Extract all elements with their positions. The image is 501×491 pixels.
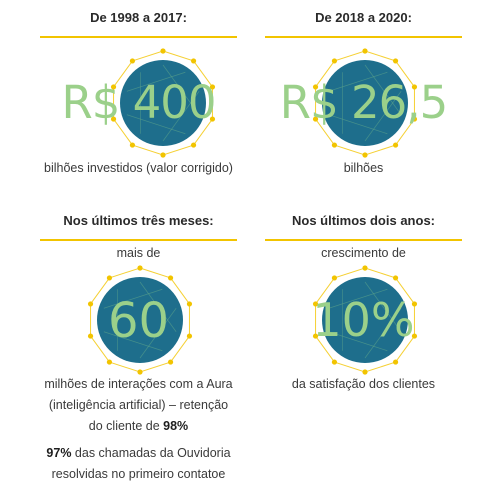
- extra-text: das chamadas da Ouvidoria: [71, 446, 231, 460]
- badge-dot: [190, 142, 197, 148]
- badge-dot: [392, 275, 399, 281]
- stat-badge-400: [108, 48, 218, 158]
- stat-value: R$ 400: [61, 76, 216, 129]
- stat-caption: bilhões: [343, 161, 384, 175]
- badge-network-line: [126, 114, 186, 135]
- badge-dot: [87, 301, 94, 307]
- stat-extra: 97% das chamadas da Ouvidoria resolvidas…: [25, 443, 252, 485]
- badge-dot: [392, 58, 399, 64]
- badge-disc: [97, 277, 183, 363]
- heading-divider: [40, 36, 237, 38]
- badge-network-line: [103, 288, 163, 309]
- stat-value: 60: [107, 293, 170, 349]
- stat-panel-dois-anos: Nos últimos dois anos:: [265, 213, 462, 241]
- stat-heading: Nos últimos três meses:: [63, 213, 214, 228]
- stat-badge-60: [85, 265, 195, 375]
- retention-percent: 98%: [163, 419, 189, 433]
- caption-line: (inteligência artificial) – retenção: [48, 398, 229, 412]
- stat-prefix: crescimento de: [321, 246, 406, 260]
- badge-dot: [186, 301, 193, 307]
- badge-dot: [411, 301, 418, 307]
- badge-dot: [331, 142, 338, 148]
- badge-dot: [106, 275, 113, 281]
- extra-line: resolvidas no primeiro contatoe: [51, 467, 226, 481]
- stat-heading: De 2018 a 2020:: [315, 10, 412, 25]
- stat-panel-2018-2020: De 2018 a 2020:: [265, 10, 462, 38]
- badge-network-line: [364, 91, 402, 142]
- badge-dot: [87, 333, 94, 339]
- heading-divider: [265, 36, 462, 38]
- badge-dot: [129, 142, 136, 148]
- stat-caption: da satisfação dos clientes: [291, 377, 436, 391]
- badge-network-line: [364, 64, 402, 115]
- stat-value: R$ 26,5: [279, 76, 448, 129]
- stat-badge-10-percent: [310, 265, 420, 375]
- badge-dot: [106, 359, 113, 365]
- stat-panel-tres-meses: Nos últimos três meses:: [40, 213, 237, 241]
- badge-network-line: [364, 281, 402, 332]
- badge-network-line: [126, 71, 186, 92]
- badge-dot: [411, 333, 418, 339]
- caption-text: do cliente de: [88, 419, 164, 433]
- badge-dot: [209, 116, 216, 122]
- badge-dot: [312, 301, 319, 307]
- badge-network-line: [328, 114, 388, 135]
- badge-network-line: [162, 91, 200, 142]
- badge-network-line: [328, 71, 388, 92]
- badge-dot: [392, 142, 399, 148]
- badge-network-line: [328, 331, 388, 352]
- badge-dot: [362, 265, 368, 271]
- heading-divider: [40, 239, 237, 241]
- badge-dot: [186, 333, 193, 339]
- badge-dot: [137, 265, 143, 271]
- stat-prefix: mais de: [116, 246, 161, 260]
- badge-network-line: [103, 331, 163, 352]
- badge-dot: [312, 116, 319, 122]
- badge-dot: [110, 116, 117, 122]
- badge-disc: [322, 277, 408, 363]
- badge-dot: [209, 84, 216, 90]
- badge-network-line: [139, 308, 177, 359]
- stat-heading: Nos últimos dois anos:: [291, 213, 435, 228]
- badge-dot: [392, 359, 399, 365]
- badge-disc: [322, 60, 408, 146]
- badge-dot: [110, 84, 117, 90]
- ombudsman-percent: 97%: [46, 446, 72, 460]
- caption-line: milhões de interações com a Aura: [44, 377, 233, 391]
- badge-dot: [411, 116, 418, 122]
- badge-dot: [411, 84, 418, 90]
- badge-dot: [362, 152, 368, 158]
- badge-network-line: [162, 64, 200, 115]
- badge-dot: [312, 84, 319, 90]
- badge-network-line: [328, 288, 388, 309]
- stat-caption: bilhões investidos (valor corrigido): [44, 161, 233, 175]
- badge-dot: [312, 333, 319, 339]
- badge-dot: [331, 275, 338, 281]
- stat-heading: De 1998 a 2017:: [90, 10, 187, 25]
- badge-dot: [160, 152, 166, 158]
- heading-divider: [265, 239, 462, 241]
- badge-dot: [160, 48, 166, 54]
- badge-dot: [190, 58, 197, 64]
- badge-dot: [167, 275, 174, 281]
- stat-panel-1998-2017: De 1998 a 2017:: [40, 10, 237, 38]
- caption-line: do cliente de 98%: [25, 416, 252, 437]
- stat-value: 10%: [312, 293, 415, 347]
- badge-dot: [129, 58, 136, 64]
- badge-dot: [362, 48, 368, 54]
- badge-dot: [167, 359, 174, 365]
- badge-dot: [137, 369, 143, 375]
- extra-line: 97% das chamadas da Ouvidoria: [25, 443, 252, 464]
- badge-dot: [331, 58, 338, 64]
- badge-network-line: [139, 281, 177, 332]
- stat-badge-26-5: [310, 48, 420, 158]
- badge-dot: [362, 369, 368, 375]
- badge-disc: [120, 60, 206, 146]
- stat-caption: milhões de interações com a Aura (inteli…: [25, 374, 252, 437]
- badge-network-line: [364, 308, 402, 359]
- badge-dot: [331, 359, 338, 365]
